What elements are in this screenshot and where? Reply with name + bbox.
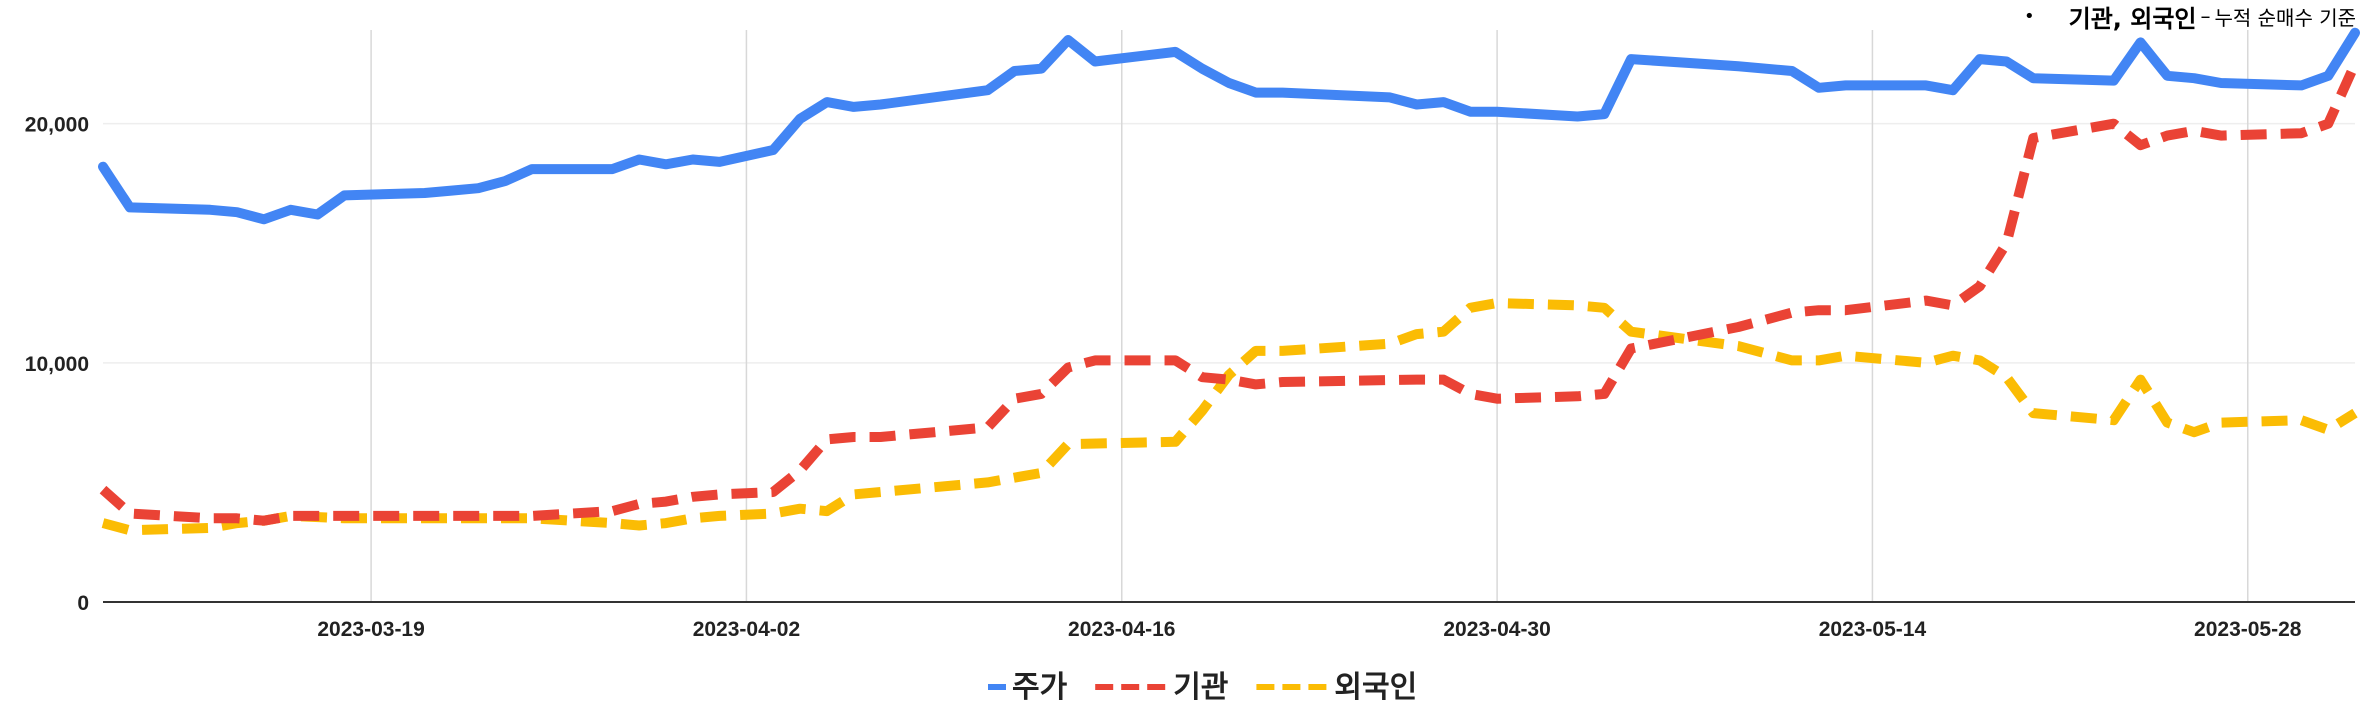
legend-item-0: 주가 (988, 670, 1068, 705)
chart-annotation: • 기관, 외국인 – 누적 순매수 기준 (2023, 0, 2356, 33)
y-tick-label: 10,000 (25, 353, 89, 376)
x-tick-label: 2023-04-30 (1443, 618, 1550, 641)
annotation-main: 기관, 외국인 (2068, 4, 2197, 33)
y-axis-ticks: 0 10,000 20,000 (25, 114, 89, 615)
x-tick-label: 2023-04-02 (693, 618, 800, 641)
legend-item-1: 기관 (1095, 670, 1228, 705)
y-tick-label: 20,000 (25, 114, 89, 137)
chart-series (98, 27, 2360, 536)
y-tick-label: 0 (77, 592, 89, 615)
x-axis-ticks: 2023-03-19 2023-04-02 2023-04-16 2023-04-30… (317, 618, 2301, 641)
series-line-1 (99, 61, 2360, 526)
x-tick-label: 2023-04-16 (1068, 618, 1175, 641)
chart-grid (103, 30, 2355, 602)
annotation-sub: 누적 순매수 기준 (2214, 5, 2356, 30)
series-line-0 (98, 27, 2360, 225)
series-line-2 (101, 298, 2358, 536)
legend-label: 주가 (1012, 670, 1068, 705)
x-tick-label: 2023-03-19 (317, 618, 424, 641)
legend-label: 기관 (1173, 670, 1228, 705)
x-tick-label: 2023-05-14 (1819, 618, 1927, 641)
legend-label: 외국인 (1334, 670, 1417, 705)
x-tick-label: 2023-05-28 (2194, 618, 2302, 641)
bullet-icon: • (2023, 5, 2035, 27)
legend-item-2: 외국인 (1256, 670, 1417, 705)
chart-legend: 주가 기관 외국인 (988, 670, 1417, 705)
annotation-dash: – (2200, 4, 2211, 28)
